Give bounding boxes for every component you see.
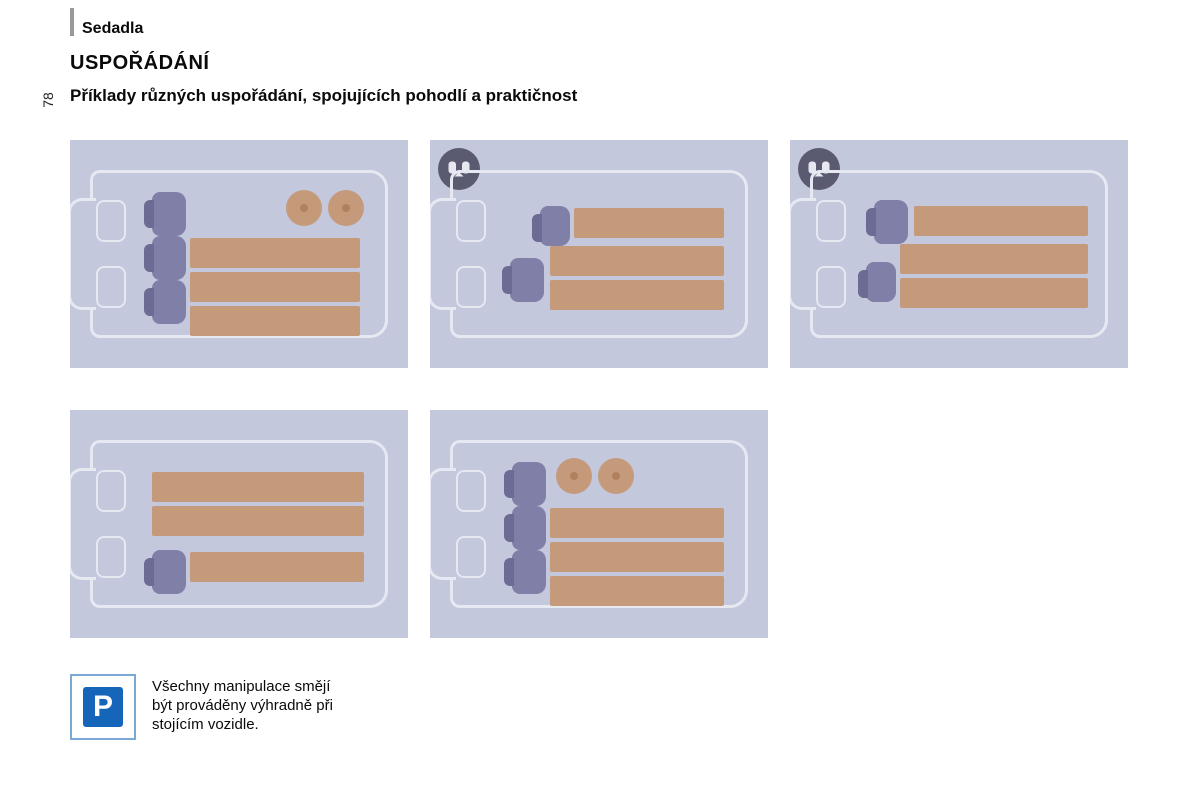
parking-icon: P <box>70 674 136 740</box>
van-outline <box>450 440 748 608</box>
cargo-area <box>900 278 1088 308</box>
folding-table <box>286 190 322 226</box>
notice-line: Všechny manipulace smějí <box>152 678 333 697</box>
parking-icon-letter: P <box>80 684 126 730</box>
cargo-area <box>550 542 724 572</box>
folding-table <box>328 190 364 226</box>
notice-line: stojícím vozidle. <box>152 716 333 735</box>
van-outline <box>90 440 388 608</box>
cargo-area <box>900 244 1088 274</box>
cargo-area <box>190 272 360 302</box>
rear-seat <box>152 550 186 594</box>
config-panel <box>70 140 408 368</box>
folding-table <box>556 458 592 494</box>
rear-seat <box>510 258 544 302</box>
cargo-area <box>190 306 360 336</box>
rear-seat <box>512 462 546 506</box>
cargo-area <box>550 576 724 606</box>
section-title: USPOŘÁDÁNÍ <box>70 52 209 75</box>
config-panel <box>430 410 768 638</box>
rear-seat <box>512 550 546 594</box>
breadcrumb-divider <box>70 8 74 36</box>
rear-seat <box>866 262 896 302</box>
notice-line: být prováděny výhradně při <box>152 697 333 716</box>
rear-seat <box>152 192 186 236</box>
rear-seat <box>152 236 186 280</box>
rear-seat <box>512 506 546 550</box>
rear-seat <box>540 206 570 246</box>
config-panel <box>790 140 1128 368</box>
page-number: 78 <box>40 92 56 108</box>
breadcrumb: Sedadla <box>82 20 143 38</box>
notice-text: Všechny manipulace smějí být prováděny v… <box>152 674 333 734</box>
rear-seat <box>152 280 186 324</box>
cargo-area <box>550 246 724 276</box>
config-panel <box>70 410 408 638</box>
van-outline <box>810 170 1108 338</box>
cargo-area <box>190 552 364 582</box>
subtitle: Příklady různých uspořádání, spojujících… <box>70 86 577 106</box>
cargo-area <box>152 472 364 502</box>
cargo-area <box>152 506 364 536</box>
cargo-area <box>550 508 724 538</box>
rear-seat <box>874 200 908 244</box>
cargo-area <box>190 238 360 268</box>
cargo-area <box>550 280 724 310</box>
van-outline <box>450 170 748 338</box>
config-panel <box>430 140 768 368</box>
cargo-area <box>914 206 1088 236</box>
folding-table <box>598 458 634 494</box>
cargo-area <box>574 208 724 238</box>
parking-notice: P Všechny manipulace smějí být prováděny… <box>70 674 410 740</box>
configurations-grid <box>70 140 1130 638</box>
van-outline <box>90 170 388 338</box>
